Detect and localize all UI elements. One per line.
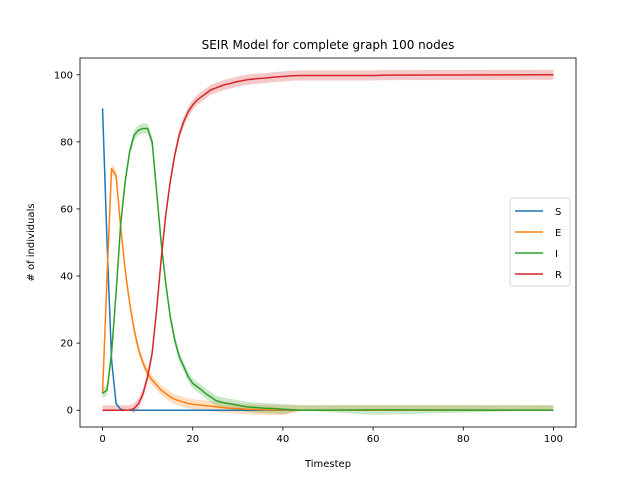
y-tick-label: 0 [67, 406, 73, 417]
x-tick-label: 40 [277, 434, 290, 445]
x-tick-label: 0 [99, 434, 105, 445]
y-axis-label: # of individuals [26, 203, 37, 281]
legend-label-r: R [555, 270, 562, 281]
legend-label-i: I [555, 249, 558, 260]
x-tick-label: 60 [367, 434, 380, 445]
series-e-line [101, 167, 554, 411]
x-tick-label: 80 [457, 434, 470, 445]
chart-title: SEIR Model for complete graph 100 nodes [202, 38, 455, 52]
series-r-line [102, 74, 554, 411]
y-axis-ticks: 0 20 40 60 80 100 [54, 70, 80, 417]
series-lines [101, 74, 554, 411]
legend-box [509, 197, 571, 287]
x-tick-label: 20 [186, 434, 199, 445]
y-tick-label: 100 [54, 70, 73, 81]
series-i-line [102, 127, 554, 411]
x-axis-label: Timestep [304, 459, 351, 470]
y-tick-label: 60 [60, 204, 73, 215]
y-tick-label: 20 [60, 339, 73, 350]
x-axis-ticks: 0 20 40 60 80 100 [99, 427, 563, 445]
plot-frame [79, 57, 577, 428]
y-tick-label: 80 [60, 137, 73, 148]
legend: SEIR [509, 197, 571, 287]
legend-label-e: E [555, 228, 561, 239]
x-tick-label: 100 [544, 434, 563, 445]
y-tick-label: 40 [60, 272, 73, 283]
legend-label-s: S [555, 207, 561, 218]
